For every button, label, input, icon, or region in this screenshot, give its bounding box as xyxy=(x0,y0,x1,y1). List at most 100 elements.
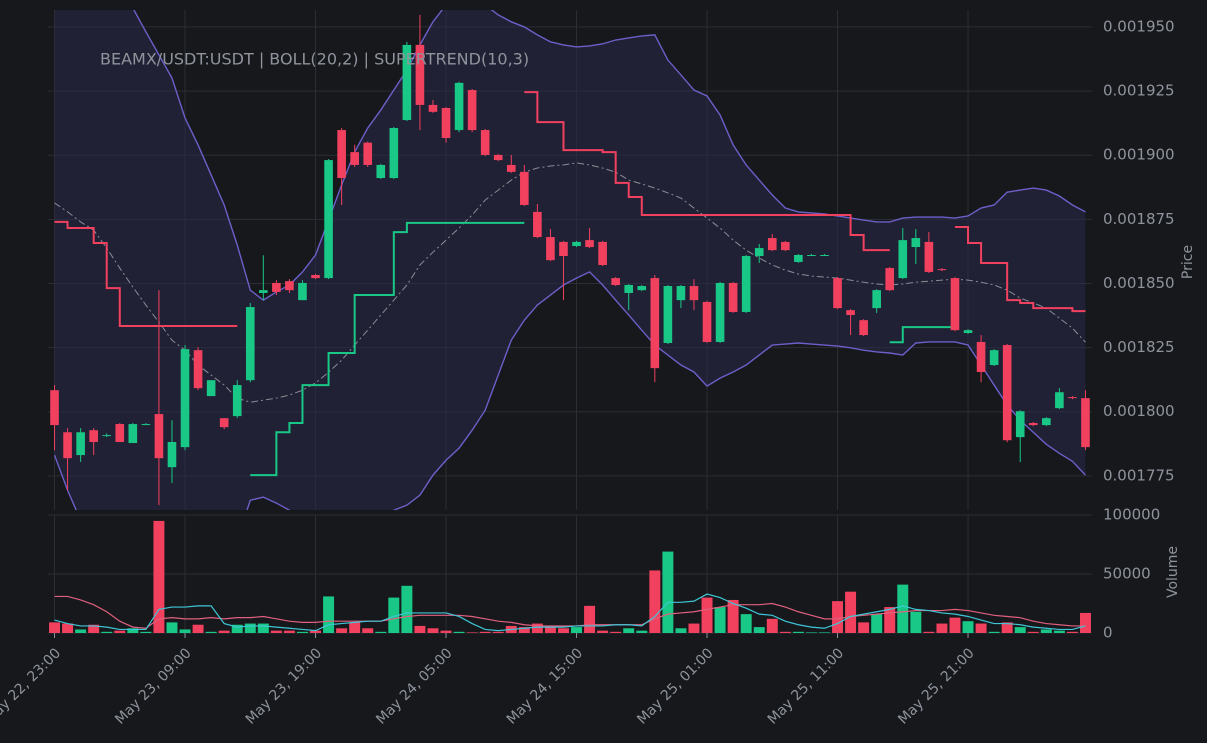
y-tick-label: 0.001800 xyxy=(1103,402,1175,420)
volume-bar xyxy=(323,596,335,633)
volume-bar xyxy=(727,599,739,633)
volume-bar xyxy=(205,631,217,633)
volume-bar xyxy=(336,628,348,633)
candle-body xyxy=(937,269,947,271)
candle-body xyxy=(389,128,399,179)
volume-bar xyxy=(871,614,883,633)
volume-bar xyxy=(166,622,178,633)
volume-bar xyxy=(792,631,804,633)
volume-bar xyxy=(466,632,478,633)
candle-body xyxy=(663,286,673,343)
volume-bar xyxy=(714,607,726,633)
volume-bar xyxy=(544,627,556,633)
volume-bar xyxy=(910,611,922,633)
volume-bar xyxy=(1027,631,1039,633)
candle-body xyxy=(572,241,581,247)
candle-body xyxy=(193,350,203,389)
candle-body xyxy=(115,424,125,443)
candle-body xyxy=(219,418,229,428)
candle-body xyxy=(350,152,359,165)
volume-bar xyxy=(427,628,439,633)
candle-body xyxy=(611,278,620,286)
candle-body xyxy=(454,82,464,131)
candle-body xyxy=(298,282,307,301)
volume-bar xyxy=(584,605,596,633)
volume-bar xyxy=(88,624,100,633)
volume-bar xyxy=(1040,629,1052,633)
volume-plot xyxy=(49,520,1091,633)
volume-bar xyxy=(740,614,752,633)
candle-body xyxy=(154,414,164,459)
volume-bar xyxy=(401,585,413,633)
candle-body xyxy=(311,275,320,279)
candle-body xyxy=(206,380,216,397)
candle-body xyxy=(493,154,503,161)
volume-bar xyxy=(688,623,700,633)
candle-body xyxy=(337,130,346,179)
y-axis-label: Volume xyxy=(1165,546,1181,598)
candle-body xyxy=(76,432,85,456)
volume-bar xyxy=(623,628,635,633)
candle-body xyxy=(989,350,999,366)
volume-bar xyxy=(414,625,426,633)
volume-bar xyxy=(270,630,282,633)
y-tick-label: 0.001775 xyxy=(1103,466,1175,484)
volume-bar xyxy=(858,622,870,633)
candle-body xyxy=(624,285,634,293)
volume-bar xyxy=(1066,631,1078,633)
candle-body xyxy=(415,44,425,105)
volume-bar xyxy=(949,617,961,633)
candle-body xyxy=(546,237,555,261)
y-tick-label: 100000 xyxy=(1103,506,1160,524)
volume-bar xyxy=(296,631,308,633)
volume-ma-fast xyxy=(54,593,1086,632)
volume-bar xyxy=(897,584,909,633)
volume-bar xyxy=(114,630,126,633)
volume-bar xyxy=(701,597,713,633)
candle-body xyxy=(89,430,98,443)
candle-body xyxy=(63,432,72,459)
candle-body xyxy=(559,241,568,257)
candle-body xyxy=(911,238,921,248)
candle-body xyxy=(885,268,895,291)
supertrend-up xyxy=(250,221,955,477)
volume-bar xyxy=(244,623,256,633)
candle-body xyxy=(924,241,934,272)
candle-body xyxy=(963,330,973,333)
candle-body xyxy=(754,248,764,257)
y-tick-label: 0.001925 xyxy=(1103,82,1175,100)
candle-body xyxy=(102,435,112,437)
candle-body xyxy=(441,107,451,139)
volume-bar xyxy=(597,630,609,633)
candle-body xyxy=(232,385,242,417)
candle-body xyxy=(807,254,816,256)
volume-bar xyxy=(140,631,152,633)
volume-bar xyxy=(818,632,830,633)
candle-body xyxy=(833,278,842,309)
volume-bar xyxy=(349,622,361,633)
candle-body xyxy=(506,164,516,172)
volume-bar xyxy=(1014,627,1026,633)
candle-body xyxy=(1002,345,1012,441)
volume-bar xyxy=(257,623,269,633)
volume-bar xyxy=(766,618,778,633)
volume-bar xyxy=(557,628,569,633)
volume-bar xyxy=(440,630,452,633)
candle-body xyxy=(272,282,281,292)
volume-bar xyxy=(362,628,374,633)
candle-body xyxy=(1068,397,1077,399)
volume-bar xyxy=(518,627,530,633)
volume-bar xyxy=(649,570,661,633)
candle-body xyxy=(976,341,986,372)
y-axis-label: Price xyxy=(1180,245,1196,279)
boll-middle xyxy=(54,162,1086,403)
boll-upper xyxy=(133,10,1086,302)
volume-bar xyxy=(179,629,191,633)
candle-body xyxy=(767,238,777,251)
candle-body xyxy=(1042,418,1051,426)
candle-body xyxy=(715,282,725,342)
candle-body xyxy=(324,160,333,279)
candle-body xyxy=(50,390,59,426)
volume-bar xyxy=(127,628,139,633)
volume-bar xyxy=(531,623,543,633)
